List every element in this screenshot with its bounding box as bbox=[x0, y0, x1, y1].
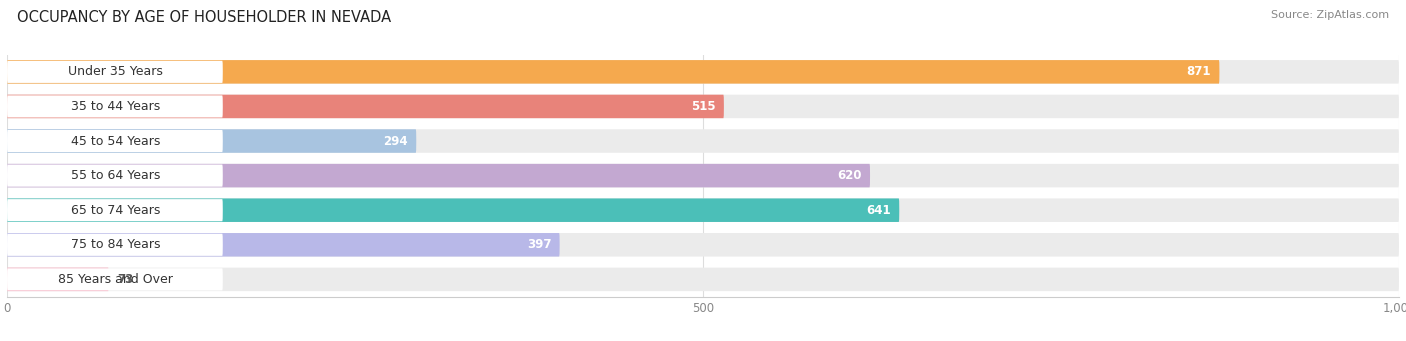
Text: OCCUPANCY BY AGE OF HOUSEHOLDER IN NEVADA: OCCUPANCY BY AGE OF HOUSEHOLDER IN NEVAD… bbox=[17, 10, 391, 25]
Text: Source: ZipAtlas.com: Source: ZipAtlas.com bbox=[1271, 10, 1389, 20]
Text: 55 to 64 Years: 55 to 64 Years bbox=[70, 169, 160, 182]
Text: 73: 73 bbox=[117, 273, 134, 286]
FancyBboxPatch shape bbox=[7, 234, 222, 256]
FancyBboxPatch shape bbox=[7, 95, 724, 118]
FancyBboxPatch shape bbox=[7, 164, 1399, 187]
FancyBboxPatch shape bbox=[7, 95, 222, 118]
FancyBboxPatch shape bbox=[7, 268, 1399, 291]
FancyBboxPatch shape bbox=[7, 60, 1219, 84]
Text: 35 to 44 Years: 35 to 44 Years bbox=[70, 100, 160, 113]
Text: 641: 641 bbox=[866, 204, 891, 217]
Text: 75 to 84 Years: 75 to 84 Years bbox=[70, 238, 160, 251]
FancyBboxPatch shape bbox=[7, 198, 1399, 222]
Text: 294: 294 bbox=[384, 135, 408, 148]
Text: 397: 397 bbox=[527, 238, 551, 251]
FancyBboxPatch shape bbox=[7, 129, 416, 153]
FancyBboxPatch shape bbox=[7, 198, 900, 222]
FancyBboxPatch shape bbox=[7, 164, 870, 187]
Text: 871: 871 bbox=[1187, 65, 1211, 78]
FancyBboxPatch shape bbox=[7, 268, 222, 291]
Text: 45 to 54 Years: 45 to 54 Years bbox=[70, 135, 160, 148]
FancyBboxPatch shape bbox=[7, 165, 222, 187]
FancyBboxPatch shape bbox=[7, 233, 560, 256]
FancyBboxPatch shape bbox=[7, 61, 222, 83]
Text: 515: 515 bbox=[690, 100, 716, 113]
FancyBboxPatch shape bbox=[7, 268, 108, 291]
FancyBboxPatch shape bbox=[7, 129, 1399, 153]
FancyBboxPatch shape bbox=[7, 95, 1399, 118]
FancyBboxPatch shape bbox=[7, 233, 1399, 256]
FancyBboxPatch shape bbox=[7, 60, 1399, 84]
FancyBboxPatch shape bbox=[7, 130, 222, 152]
FancyBboxPatch shape bbox=[7, 199, 222, 221]
Text: 85 Years and Over: 85 Years and Over bbox=[58, 273, 173, 286]
Text: 620: 620 bbox=[837, 169, 862, 182]
Text: Under 35 Years: Under 35 Years bbox=[67, 65, 163, 78]
Text: 65 to 74 Years: 65 to 74 Years bbox=[70, 204, 160, 217]
